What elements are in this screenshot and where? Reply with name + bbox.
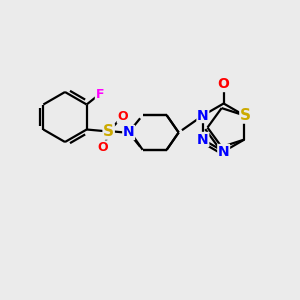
Text: S: S bbox=[240, 108, 251, 123]
Text: O: O bbox=[117, 110, 128, 123]
Text: N: N bbox=[197, 133, 209, 146]
Text: N: N bbox=[123, 125, 134, 140]
Text: S: S bbox=[103, 124, 114, 139]
Text: N: N bbox=[218, 145, 230, 158]
Text: F: F bbox=[95, 88, 104, 101]
Text: N: N bbox=[197, 109, 209, 122]
Text: O: O bbox=[97, 141, 108, 154]
Text: O: O bbox=[218, 77, 230, 92]
